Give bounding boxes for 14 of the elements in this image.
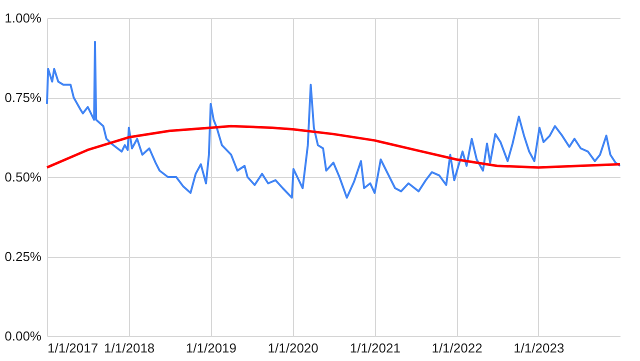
x-tick-label: 1/1/2023 [514, 340, 564, 356]
x-tick-label: 1/1/2021 [350, 340, 400, 356]
y-tick-label: 0.00% [4, 328, 42, 344]
x-tick-label: 1/1/2022 [432, 340, 482, 356]
x-tick-label: 1/1/2019 [186, 340, 237, 356]
y-tick-label: 1.00% [4, 10, 42, 26]
x-tick-label: 1/1/2017 [48, 340, 98, 356]
y-tick-label: 0.75% [4, 90, 42, 105]
y-tick-label: 0.50% [4, 170, 42, 184]
x-tick-label: 1/1/2018 [104, 340, 155, 356]
line-series [46, 124, 622, 169]
y-tick-label: 0.25% [4, 249, 42, 264]
line-series [46, 40, 621, 199]
x-tick-label: 1/1/2020 [268, 340, 318, 356]
